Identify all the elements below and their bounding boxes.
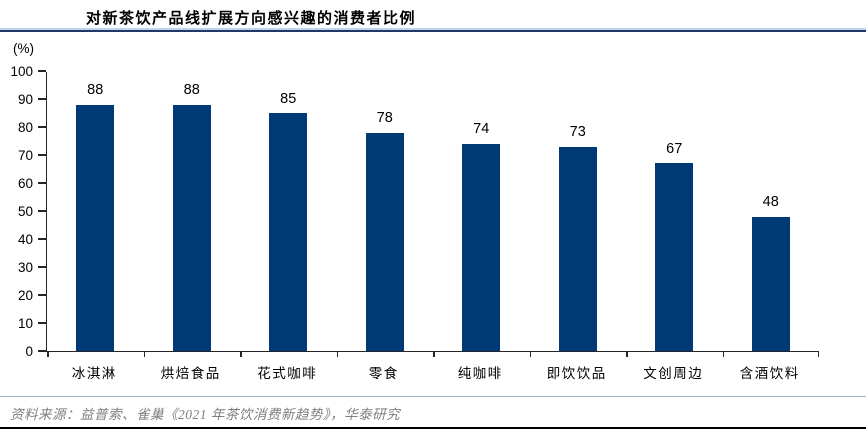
y-axis-tick (38, 182, 46, 184)
y-tick-label: 20 (17, 287, 33, 303)
bar-文创周边 (655, 163, 694, 351)
x-category-label: 烘焙食品 (160, 366, 221, 381)
title-divider-light-line (0, 28, 866, 30)
source-divider-line (0, 396, 866, 397)
bar-value-label: 88 (183, 82, 200, 99)
bar-含酒饮料 (751, 216, 790, 351)
y-tick-label: 10 (17, 315, 33, 331)
x-axis-tick (240, 351, 242, 357)
y-tick-label: 80 (17, 119, 33, 135)
bar-冰淇淋 (76, 104, 115, 351)
bar-value-label: 88 (87, 82, 104, 99)
y-axis-tick (38, 266, 46, 268)
y-axis-tick (38, 238, 46, 240)
y-axis-tick (38, 126, 46, 128)
bar-chart-plot-area: 0 10 20 30 40 50 60 70 80 90 100 88 88 85 78 74 73 67 48 (10, 64, 819, 357)
y-tick-label: 50 (17, 203, 33, 219)
bar-value-label: 48 (762, 194, 779, 211)
x-axis-category-labels: 冰淇淋 烘焙食品 花式咖啡 零食 纯咖啡 即饮饮品 文创周边 含酒饮料 (46, 362, 818, 382)
x-category-label: 纯咖啡 (457, 366, 503, 381)
bar-花式咖啡 (269, 113, 308, 351)
x-axis-tick (47, 351, 49, 357)
bar-零食 (365, 132, 404, 351)
bottom-border-line (0, 427, 866, 429)
y-axis-tick (38, 294, 46, 296)
y-axis-tick (38, 98, 46, 100)
bar-纯咖啡 (462, 143, 501, 351)
y-axis-tick (38, 210, 46, 212)
bar-即饮饮品 (558, 146, 597, 351)
y-axis-tick (38, 70, 46, 72)
x-axis-tick (626, 351, 628, 357)
x-category-label: 即饮饮品 (546, 366, 607, 381)
title-divider (0, 28, 866, 32)
x-axis-tick (529, 351, 531, 357)
x-category-label: 含酒饮料 (739, 366, 800, 381)
x-axis-tick (143, 351, 145, 357)
x-axis-tick (817, 351, 819, 357)
bar-value-label: 78 (376, 110, 393, 127)
x-category-label: 花式咖啡 (257, 366, 318, 381)
y-axis-tick (38, 350, 46, 352)
bar-烘焙食品 (172, 104, 211, 351)
y-tick-label: 70 (17, 147, 33, 163)
y-tick-label: 90 (17, 91, 33, 107)
y-tick-label: 40 (17, 231, 33, 247)
x-category-label: 零食 (368, 366, 399, 381)
title-divider-dark-line (0, 30, 866, 32)
x-axis-tick (433, 351, 435, 357)
chart-title: 对新茶饮产品线扩展方向感兴趣的消费者比例 (86, 11, 417, 27)
y-axis-unit-label: (%) (13, 41, 34, 56)
bar-value-label: 73 (569, 124, 586, 141)
bar-value-label: 85 (280, 90, 297, 107)
x-axis-tick (336, 351, 338, 357)
y-axis-tick (38, 154, 46, 156)
x-axis-tick (722, 351, 724, 357)
bar-value-label: 74 (473, 121, 490, 138)
y-axis-tick (38, 322, 46, 324)
bar-value-label: 67 (666, 140, 683, 157)
y-tick-label: 60 (17, 175, 33, 191)
source-note: 资料来源：益普索、雀巢《2021 年茶饮消费新趋势》，华泰研究 (10, 407, 401, 422)
y-tick-label: 30 (17, 259, 33, 275)
y-tick-label: 100 (10, 63, 33, 79)
x-category-label: 冰淇淋 (71, 366, 117, 381)
x-category-label: 文创周边 (643, 366, 704, 381)
y-tick-label: 0 (25, 343, 33, 359)
